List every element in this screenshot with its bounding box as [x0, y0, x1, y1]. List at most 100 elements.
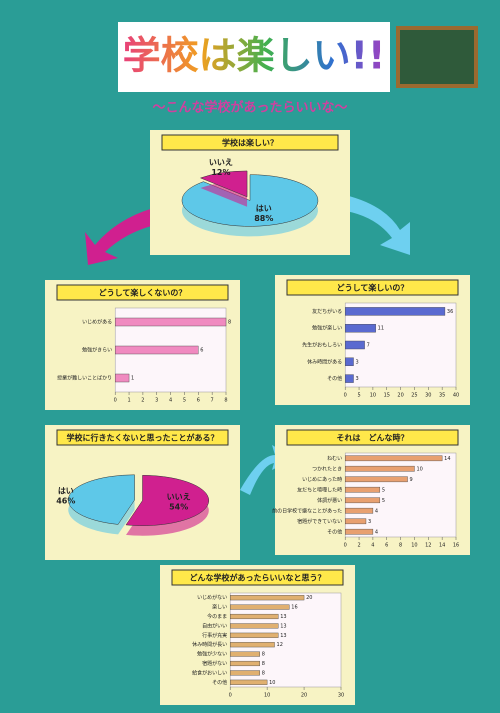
bar: [115, 346, 198, 354]
bar: [230, 614, 278, 619]
data-label: 13: [280, 614, 286, 620]
category-label: つかれたとき: [312, 465, 342, 472]
x-tick-label: 15: [384, 393, 390, 399]
blackboard: [398, 28, 476, 86]
x-tick-label: 12: [425, 543, 431, 549]
data-label: 3: [356, 359, 359, 365]
bar: [230, 633, 278, 638]
slice-value: 12%: [211, 168, 230, 177]
x-tick-label: 4: [169, 398, 172, 404]
bar: [345, 508, 373, 513]
slice-label: はい: [256, 204, 272, 213]
category-label: いじめにあった時: [302, 477, 342, 483]
category-label: 行事が充実: [202, 632, 227, 639]
bar: [345, 358, 353, 366]
data-label: 36: [447, 309, 453, 315]
x-tick-label: 14: [439, 543, 445, 549]
category-label: 勉強が楽しい: [312, 325, 342, 332]
bar: [345, 341, 364, 349]
category-label: 友だちと喧嘩した時: [297, 486, 342, 493]
data-label: 8: [262, 670, 265, 676]
data-label: 8: [262, 661, 265, 667]
x-tick-label: 10: [411, 543, 417, 549]
plot-area: [345, 453, 456, 537]
x-tick-label: 35: [439, 393, 445, 399]
bar: [230, 595, 304, 600]
x-tick-label: 0: [344, 393, 347, 399]
category-label: 楽しい: [212, 604, 227, 611]
data-label: 10: [416, 466, 422, 472]
x-tick-label: 3: [155, 398, 158, 404]
bar: [345, 519, 366, 524]
category-label: 給食がおいしい: [192, 669, 227, 676]
data-label: 8: [228, 320, 231, 326]
data-label: 13: [280, 633, 286, 639]
category-label: いじめがない: [197, 594, 227, 601]
chart-title: 学校に行きたくないと思ったことがある？: [67, 433, 219, 443]
data-label: 10: [269, 680, 275, 686]
data-label: 4: [375, 529, 378, 535]
x-tick-label: 8: [399, 543, 402, 549]
chart-title: どうして楽しいの？: [337, 283, 409, 293]
data-label: 14: [444, 456, 450, 462]
data-label: 8: [262, 652, 265, 658]
category-label: 休み時間がある: [307, 358, 342, 365]
bar: [230, 652, 260, 657]
data-label: 13: [280, 623, 286, 629]
slice-label: いいえ: [209, 158, 233, 167]
category-label: 先生がおもしろい: [302, 342, 342, 349]
slice-label: いいえ: [167, 493, 191, 502]
data-label: 9: [410, 477, 413, 483]
category-label: 勉強がきらい: [82, 347, 112, 354]
category-label: 宿題ができていない: [297, 518, 342, 525]
category-label: いじめがある: [82, 319, 112, 326]
bar: [345, 466, 414, 471]
pie-slice: [182, 175, 318, 227]
x-tick-label: 7: [211, 398, 214, 404]
category-label: その他: [327, 375, 342, 382]
data-label: 3: [368, 519, 371, 525]
bar: [115, 318, 226, 326]
x-tick-label: 5: [183, 398, 186, 404]
x-tick-label: 8: [224, 398, 227, 404]
x-tick-label: 20: [397, 393, 403, 399]
slice-label: はい: [58, 487, 74, 496]
data-label: 3: [356, 376, 359, 382]
data-label: 1: [131, 376, 134, 382]
slice-value: 46%: [56, 497, 75, 506]
bar: [345, 487, 380, 492]
x-tick-label: 30: [338, 693, 344, 699]
bar: [115, 374, 129, 382]
category-label: 自由がいい: [202, 622, 227, 629]
subtitle: 〜こんな学校があったらいいな〜: [152, 100, 347, 116]
data-label: 16: [291, 605, 297, 611]
bar: [230, 642, 274, 647]
x-tick-label: 6: [385, 543, 388, 549]
x-tick-label: 6: [197, 398, 200, 404]
data-label: 4: [375, 508, 378, 514]
bar: [345, 375, 353, 383]
data-label: 20: [306, 595, 312, 601]
category-label: ねむい: [327, 456, 342, 462]
x-tick-label: 2: [141, 398, 144, 404]
category-label: 友だちがいる: [312, 308, 342, 315]
bar: [345, 477, 407, 482]
bar: [345, 456, 442, 461]
x-tick-label: 4: [371, 543, 374, 549]
bar: [230, 624, 278, 629]
data-label: 5: [382, 498, 385, 504]
chart-title: どんな学校があったらいいなと思う？: [190, 573, 326, 583]
data-label: 6: [200, 348, 203, 354]
page: 学校は楽しい!! 〜こんな学校があったらいいな〜 学校は楽しい？はい88%いいえ…: [0, 0, 500, 713]
x-tick-label: 20: [301, 693, 307, 699]
x-tick-label: 16: [453, 543, 459, 549]
data-label: 5: [382, 487, 385, 493]
bar: [230, 680, 267, 685]
category-label: 授業が難しいことばかり: [57, 375, 112, 382]
page-title: 学校は楽しい!!: [123, 34, 386, 78]
x-tick-label: 0: [114, 398, 117, 404]
category-label: その他: [212, 679, 227, 686]
bar: [345, 498, 380, 503]
category-label: 今のまま: [207, 613, 227, 620]
bar: [230, 661, 260, 666]
